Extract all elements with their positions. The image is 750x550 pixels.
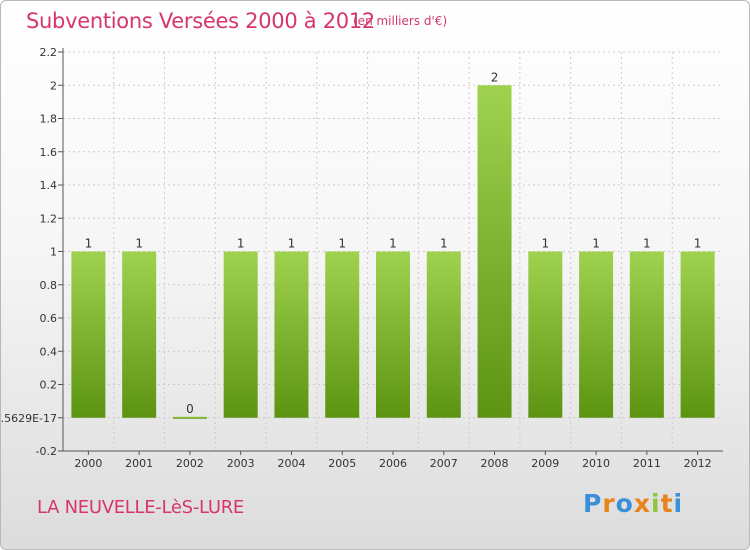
- bar-2001: [122, 251, 157, 418]
- bar-2003: [223, 251, 258, 418]
- data-label-2003: 1: [237, 237, 245, 251]
- logo-letter: o: [615, 489, 634, 518]
- bar-2011: [629, 251, 664, 418]
- data-label-2001: 1: [135, 237, 143, 251]
- data-label-2002: 0: [186, 402, 194, 416]
- logo-letter: x: [633, 489, 651, 518]
- x-tick-label: 2004: [277, 457, 305, 470]
- y-tick-label: -0.2: [36, 445, 57, 458]
- y-tick-label: 0.2: [40, 379, 58, 392]
- data-label-2009: 1: [541, 237, 549, 251]
- y-tick-label: 0.4: [40, 345, 58, 358]
- bar-2012: [680, 251, 715, 418]
- y-tick-label: 2: [50, 79, 57, 92]
- logo-letter: i: [651, 489, 661, 518]
- logo-letter: i: [673, 489, 684, 518]
- chart-title: Subventions Versées 2000 à 2012: [26, 9, 375, 33]
- bar-chart: -0.2 -1.5629E-17 0.2 0.4 0.6 0.8 1 1.2 1.4 1.6 1.8…: [1, 46, 723, 470]
- labels: -0.2 -1.5629E-17 0.2 0.4 0.6 0.8 1 1.2 1.4 1.6 1.8…: [1, 46, 712, 470]
- data-label-2000: 1: [85, 237, 93, 251]
- y-tick-label: 1.8: [40, 113, 58, 126]
- x-tick-label: 2010: [582, 457, 610, 470]
- bar-2002: [172, 416, 207, 419]
- y-tick-label: 1: [50, 246, 57, 259]
- y-tick-label: 1.4: [40, 179, 58, 192]
- data-label-2006: 1: [389, 237, 397, 251]
- x-tick-label: 2009: [531, 457, 559, 470]
- y-tick-label: -1.5629E-17: [1, 412, 57, 425]
- y-tick-label: 1.2: [40, 212, 58, 225]
- y-tick-label: 0.8: [40, 279, 58, 292]
- data-label-2005: 1: [338, 237, 346, 251]
- bar-2004: [274, 251, 309, 418]
- bar-2009: [528, 251, 563, 418]
- data-label-2010: 1: [592, 237, 600, 251]
- axes: [58, 48, 723, 455]
- x-tick-label: 2011: [633, 457, 661, 470]
- bar-2006: [376, 251, 410, 418]
- bar-2010: [579, 251, 614, 418]
- bars: [71, 85, 715, 419]
- data-label-2011: 1: [643, 237, 651, 251]
- x-tick-label: 2006: [379, 457, 407, 470]
- x-tick-label: 2008: [481, 457, 509, 470]
- data-label-2007: 1: [440, 237, 448, 251]
- bar-2000: [71, 251, 106, 418]
- logo-letter: t: [660, 489, 674, 518]
- x-tick-label: 2007: [430, 457, 458, 470]
- x-tick-label: 2012: [684, 457, 712, 470]
- x-tick-label: 2003: [227, 457, 255, 470]
- bar-2008: [477, 85, 512, 418]
- commune-name: LA NEUVELLE-LèS-LURE: [37, 497, 244, 518]
- proxiti-logo: Proxiti: [583, 489, 683, 518]
- chart-subtitle: (en milliers d'€): [353, 14, 448, 28]
- x-tick-label: 2005: [328, 457, 356, 470]
- y-tick-label: 2.2: [40, 46, 58, 59]
- bar-2007: [426, 251, 461, 418]
- x-tick-label: 2000: [74, 457, 102, 470]
- x-tick-label: 2001: [125, 457, 153, 470]
- logo-letter: P: [583, 489, 603, 518]
- bar-2005: [325, 251, 360, 418]
- data-label-2004: 1: [288, 237, 296, 251]
- data-label-2008: 2: [491, 70, 499, 84]
- data-label-2012: 1: [694, 237, 702, 251]
- y-tick-label: 1.6: [40, 146, 58, 159]
- x-tick-label: 2002: [176, 457, 204, 470]
- y-tick-label: 0.6: [40, 312, 58, 325]
- logo-letter: r: [602, 489, 616, 518]
